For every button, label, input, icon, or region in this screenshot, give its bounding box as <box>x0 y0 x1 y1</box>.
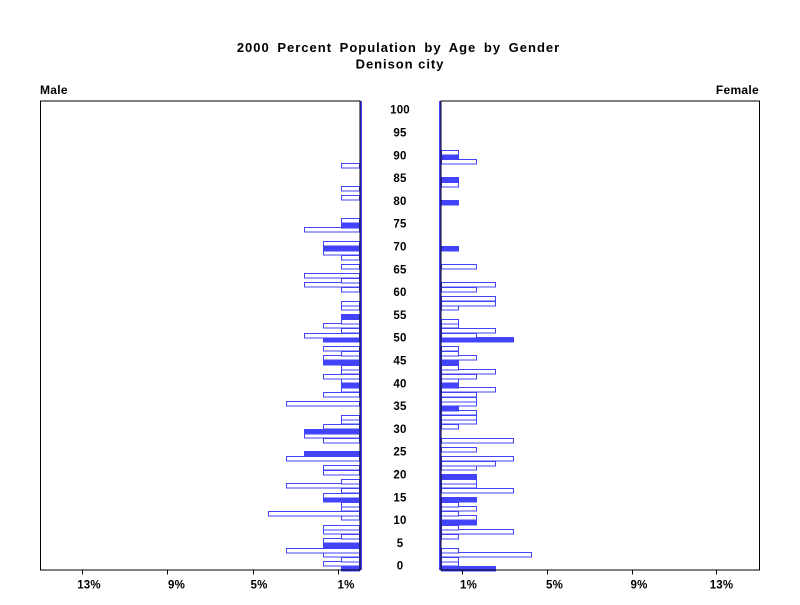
svg-text:5: 5 <box>397 538 404 550</box>
svg-text:1%: 1% <box>337 580 354 592</box>
svg-text:2000 Percent Population by Age: 2000 Percent Population by Age by Gender <box>237 40 560 55</box>
svg-text:Female: Female <box>716 83 759 97</box>
svg-text:95: 95 <box>393 128 407 140</box>
svg-text:25: 25 <box>393 447 407 459</box>
svg-text:13%: 13% <box>710 580 734 592</box>
svg-text:45: 45 <box>393 356 407 368</box>
svg-text:5%: 5% <box>546 580 563 592</box>
svg-text:15: 15 <box>393 492 407 504</box>
svg-text:5%: 5% <box>250 580 267 592</box>
svg-text:10: 10 <box>393 515 406 527</box>
svg-text:55: 55 <box>393 310 407 322</box>
svg-text:90: 90 <box>393 150 406 162</box>
svg-text:20: 20 <box>393 470 406 482</box>
svg-text:35: 35 <box>393 401 407 413</box>
svg-text:60: 60 <box>393 287 406 299</box>
svg-text:40: 40 <box>393 378 406 390</box>
svg-text:30: 30 <box>393 424 406 436</box>
svg-text:1%: 1% <box>460 580 477 592</box>
svg-text:Denison city: Denison city <box>356 57 445 72</box>
svg-text:9%: 9% <box>168 580 185 592</box>
svg-text:75: 75 <box>393 219 407 231</box>
svg-text:Male: Male <box>40 83 68 97</box>
svg-text:70: 70 <box>393 242 406 254</box>
svg-text:65: 65 <box>393 264 407 276</box>
svg-text:80: 80 <box>393 196 406 208</box>
svg-text:100: 100 <box>390 105 410 117</box>
svg-text:9%: 9% <box>630 580 647 592</box>
svg-text:85: 85 <box>393 173 407 185</box>
svg-text:0: 0 <box>397 561 404 573</box>
svg-text:50: 50 <box>393 333 406 345</box>
svg-text:13%: 13% <box>77 580 101 592</box>
